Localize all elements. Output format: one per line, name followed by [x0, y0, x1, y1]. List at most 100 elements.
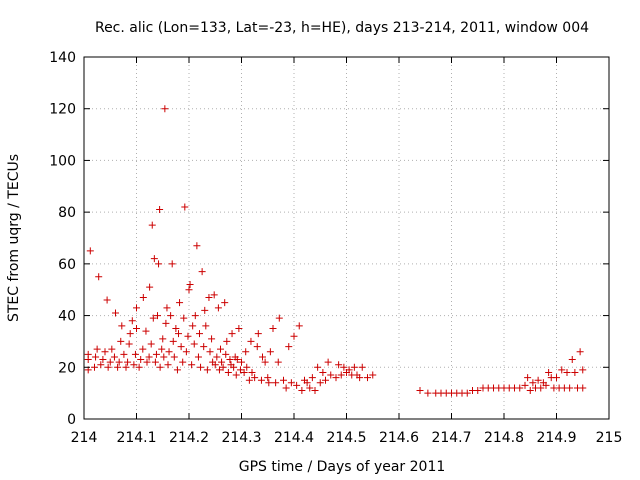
x-tick-label: 214.7	[431, 430, 471, 446]
y-tick-label: 80	[58, 205, 76, 221]
data-point-plus	[200, 343, 208, 351]
x-tick-label: 214.2	[169, 430, 209, 446]
data-point-plus	[340, 363, 348, 371]
data-point-plus	[337, 371, 345, 379]
data-point-plus	[558, 366, 566, 374]
data-point-plus	[576, 348, 584, 356]
data-point-plus	[205, 293, 213, 301]
data-point-plus	[322, 376, 329, 384]
data-point-plus	[137, 356, 145, 364]
data-point-plus	[117, 337, 125, 345]
data-point-plus	[148, 221, 156, 229]
data-point-plus	[463, 389, 471, 397]
y-tick-label: 20	[58, 360, 76, 376]
y-tick-label: 100	[49, 153, 76, 169]
data-point-plus	[118, 322, 126, 330]
data-point-plus	[537, 384, 545, 392]
data-point-plus	[223, 337, 231, 345]
data-point-plus	[579, 366, 587, 374]
data-point-plus	[86, 247, 94, 255]
data-point-plus	[99, 356, 107, 364]
data-point-plus	[542, 381, 550, 389]
data-point-plus	[196, 330, 203, 338]
x-tick-label: 214.1	[116, 430, 156, 446]
data-point-plus	[91, 363, 98, 371]
data-point-plus	[524, 374, 532, 382]
data-point-plus	[566, 384, 574, 392]
data-point-plus	[93, 345, 101, 353]
data-point-plus	[182, 348, 190, 356]
data-point-plus	[345, 366, 353, 374]
data-point-plus	[125, 340, 133, 348]
data-point-plus	[161, 105, 169, 113]
data-point-plus	[308, 374, 316, 382]
data-point-plus	[201, 306, 209, 314]
data-point-plus	[424, 389, 432, 397]
data-point-plus	[416, 387, 424, 395]
data-point-plus	[175, 330, 182, 338]
data-point-plus	[114, 363, 122, 371]
data-point-plus	[290, 332, 298, 340]
data-point-plus	[247, 337, 255, 345]
data-point-plus	[298, 387, 306, 395]
data-point-plus	[160, 353, 168, 361]
data-point-plus	[162, 319, 170, 327]
data-point-plus	[151, 358, 159, 366]
data-point-plus	[242, 348, 250, 356]
data-point-plus	[257, 376, 265, 384]
data-point-plus	[189, 322, 197, 330]
data-point-plus	[350, 363, 358, 371]
data-point-plus	[156, 206, 164, 214]
data-point-plus	[131, 350, 139, 358]
data-point-plus	[181, 203, 189, 211]
data-point-plus	[180, 314, 188, 322]
y-tick-label: 140	[49, 50, 76, 66]
data-point-plus	[156, 363, 164, 371]
x-tick-label: 214.3	[221, 430, 261, 446]
data-point-plus	[110, 353, 118, 361]
x-axis-ticks: 214 214.1 214.2 214.3 214.4 214.5 214.6 214.7 21…	[71, 57, 622, 446]
data-point-plus	[316, 379, 324, 387]
data-point-plus	[152, 350, 160, 358]
data-point-plus	[139, 293, 147, 301]
data-point-plus	[545, 368, 553, 376]
data-point-plus	[177, 343, 185, 351]
data-point-plus	[295, 322, 303, 330]
data-point-plus	[272, 379, 280, 387]
data-point-plus	[120, 350, 128, 358]
data-point-plus	[265, 379, 273, 387]
data-point-plus	[238, 358, 245, 366]
y-tick-label: 60	[58, 257, 76, 273]
data-point-plus	[210, 291, 218, 299]
data-point-plus	[568, 356, 576, 364]
data-point-plus	[84, 350, 92, 358]
chart-title: Rec. alic (Lon=133, Lat=-23, h=HE), days…	[95, 20, 589, 36]
data-point-plus	[133, 325, 140, 332]
data-point-plus	[222, 350, 230, 358]
data-point-plus	[190, 340, 198, 348]
data-point-plus	[254, 330, 262, 338]
x-tick-label: 214	[71, 430, 98, 446]
data-point-plus	[235, 325, 243, 332]
data-point-plus	[146, 283, 154, 291]
data-point-plus	[266, 348, 274, 356]
data-point-plus	[173, 366, 181, 374]
data-point-plus	[163, 304, 171, 312]
data-point-plus	[191, 312, 199, 320]
data-point-plus	[214, 304, 222, 312]
data-point-plus	[324, 358, 332, 366]
y-axis-label: STEC from uqrg / TECUs	[6, 154, 22, 322]
data-point-plus	[236, 366, 244, 374]
data-point-plus	[303, 379, 311, 387]
data-point-plus	[194, 353, 202, 361]
data-points	[84, 105, 587, 397]
data-point-plus	[314, 363, 322, 371]
data-point-plus	[529, 379, 537, 387]
data-point-plus	[95, 273, 103, 281]
data-point-plus	[356, 374, 364, 382]
data-point-plus	[534, 376, 542, 384]
data-point-plus	[211, 361, 219, 369]
data-point-plus	[526, 387, 534, 395]
